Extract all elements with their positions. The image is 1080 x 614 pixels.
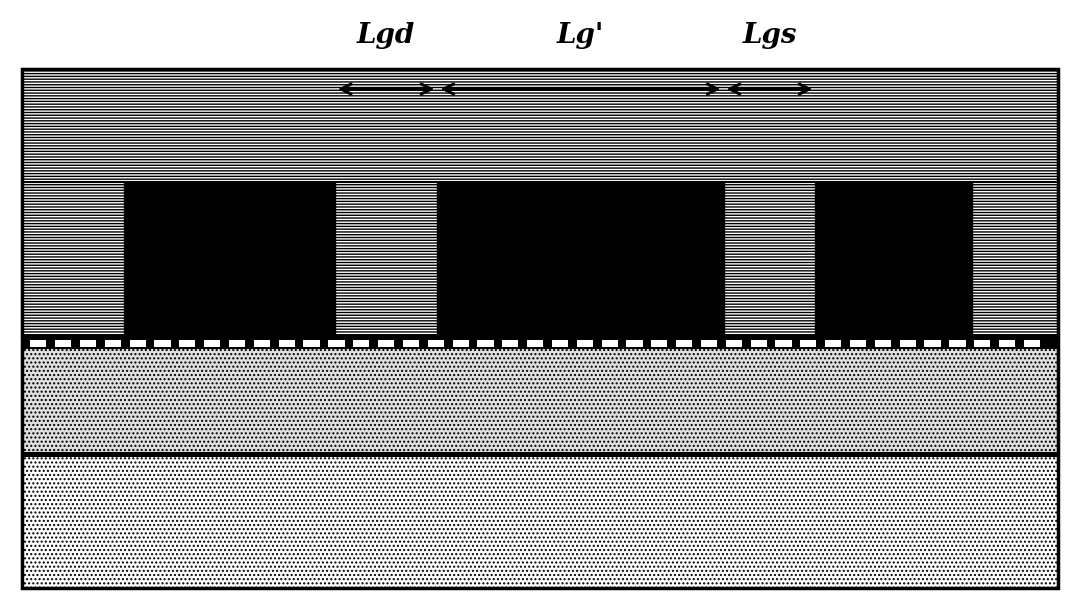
Bar	[303, 340, 320, 348]
Bar	[254, 340, 270, 348]
Bar	[179, 340, 195, 348]
Bar	[22, 347, 1058, 453]
Bar	[701, 340, 717, 348]
Bar	[949, 340, 966, 348]
Bar	[900, 340, 916, 348]
Bar	[651, 340, 667, 348]
Bar	[453, 340, 469, 348]
Bar	[527, 340, 543, 348]
Bar	[676, 340, 692, 348]
Bar	[626, 340, 643, 348]
Bar	[22, 453, 1058, 457]
Bar	[22, 339, 1058, 349]
Bar	[428, 340, 444, 348]
Bar	[328, 340, 345, 348]
Bar	[974, 340, 990, 348]
Bar	[502, 340, 518, 348]
Bar	[815, 182, 972, 336]
Text: Lgd: Lgd	[357, 22, 415, 49]
Text: Lgs: Lgs	[742, 22, 797, 49]
Bar	[437, 182, 724, 336]
Bar	[850, 340, 866, 348]
Bar	[229, 340, 245, 348]
Bar	[124, 182, 335, 336]
Bar	[800, 340, 816, 348]
Bar	[825, 340, 841, 348]
Bar	[22, 69, 1058, 588]
Bar	[204, 340, 220, 348]
Bar	[105, 340, 121, 348]
Bar	[602, 340, 618, 348]
Bar	[30, 340, 46, 348]
Bar	[279, 340, 295, 348]
Bar	[22, 456, 1058, 588]
Bar	[552, 340, 568, 348]
Bar	[924, 340, 941, 348]
Bar	[55, 340, 71, 348]
Bar	[477, 340, 494, 348]
Bar	[22, 182, 1058, 336]
Bar	[403, 340, 419, 348]
Bar	[22, 296, 1058, 339]
Bar	[22, 456, 1058, 588]
Bar	[130, 340, 146, 348]
Bar	[378, 340, 394, 348]
Bar	[1024, 340, 1040, 348]
Bar	[22, 69, 1058, 182]
Bar	[80, 340, 96, 348]
Bar	[775, 340, 792, 348]
Bar	[999, 340, 1015, 348]
Bar	[875, 340, 891, 348]
Bar	[353, 340, 369, 348]
Bar	[751, 340, 767, 348]
Text: Lg': Lg'	[557, 22, 604, 49]
Bar	[726, 340, 742, 348]
Bar	[154, 340, 171, 348]
Bar	[577, 340, 593, 348]
